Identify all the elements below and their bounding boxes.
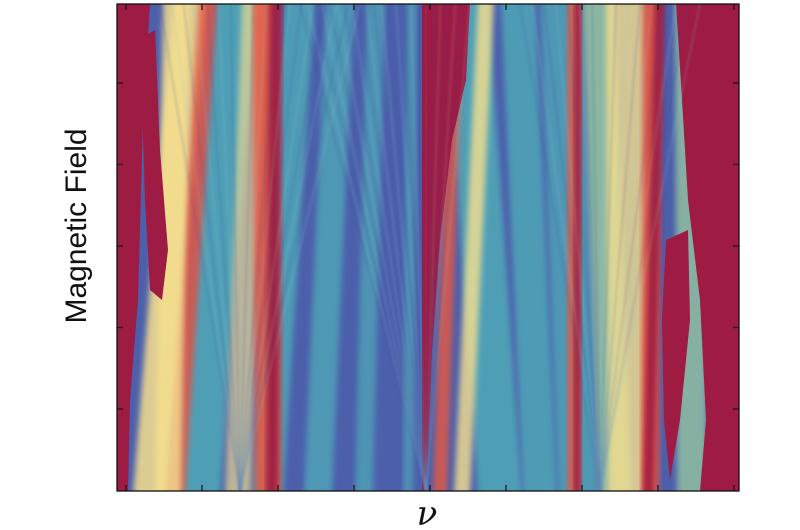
heatmap-fan-line [239,4,338,491]
heatmap-fan-line [239,4,290,491]
heatmap-band [444,4,522,491]
heatmap-fan-line [299,4,427,491]
heatmap-fan-line [343,4,427,491]
heatmap-fan-line [417,4,427,491]
heatmap-red-region [117,4,150,491]
heatmap-fan-line [159,4,241,491]
heatmap-fan-line [425,4,449,491]
heatmap-fan-line [555,4,601,491]
y-axis-ticks [117,82,739,410]
heatmap-fan-line [171,4,241,491]
heatmap-band [304,4,354,491]
heatmap-fan-line [239,4,326,491]
heatmap-fan-line [358,4,427,491]
heatmap-fan-line [531,4,601,491]
heatmap-fan-line [579,4,601,491]
heatmap-fan-line [206,4,241,491]
y-axis-label: Magnetic Field [60,128,93,323]
x-axis-label: ν [417,494,438,530]
heatmap-fan-line [591,4,601,491]
heatmap-fan-line [395,4,427,491]
heatmap-red-region [662,230,690,480]
heatmap-fan-line [194,4,241,491]
heatmap-fan-line [218,4,241,491]
heatmap-fan-line [182,4,241,491]
heatmap-fan-line [599,4,605,491]
heatmap-fan-line [425,4,441,491]
heatmap-fan-line [239,4,302,491]
heatmap-fan-line [410,4,427,491]
heatmap-fan-line [314,4,427,491]
heatmap-fan-line [239,4,349,491]
heatmap-fan-line [599,4,689,491]
heatmap-fan-line [239,4,267,491]
heatmap-fan-line [336,4,427,491]
heatmap-red-region [138,30,168,300]
heatmap-fan-line [402,4,427,491]
heatmap-fan-line [519,4,601,491]
heatmap-fan-line [599,4,677,491]
heatmap-fan-line [230,4,241,491]
heatmap-fan-line [567,4,601,491]
heatmap-fan-line [239,4,314,491]
heatmap-fan-line [306,4,427,491]
heatmap-fan-line [239,4,279,491]
heatmap-red-region [676,4,739,491]
heatmap-fan-line [599,4,641,491]
heatmap-fan-line [239,4,361,491]
heatmap-band [501,4,557,491]
heatmap-fan-line [351,4,427,491]
heatmap-fan-line [239,4,255,491]
heatmap-fan-line [329,4,427,491]
heatmap-fans [159,4,701,491]
heatmap-fan-line [599,4,629,491]
heatmap-fan-line [425,4,456,491]
heatmap-bands [117,4,739,491]
heatmap-fan-line [599,4,617,491]
heatmap-band [643,4,665,491]
heatmap-fan-line [543,4,601,491]
heatmap-fan-line [380,4,427,491]
heatmap-red-region [422,4,470,491]
heatmap-area [117,4,739,491]
heatmap-fan-line [425,4,471,491]
heatmap-fan-line [599,4,665,491]
plot-frame [116,3,740,492]
x-axis-ticks [125,4,735,491]
heatmap-fan-line [425,4,434,491]
heatmap-fan-line [425,4,464,491]
heatmap-fan-line [365,4,427,491]
heatmap-fan-line [239,4,243,491]
heatmap-band [454,4,494,491]
heatmap-fan-line [373,4,427,491]
heatmap-fan-line [388,4,427,491]
heatmap-fan-line [599,4,653,491]
heatmap-fan-line [599,4,701,491]
